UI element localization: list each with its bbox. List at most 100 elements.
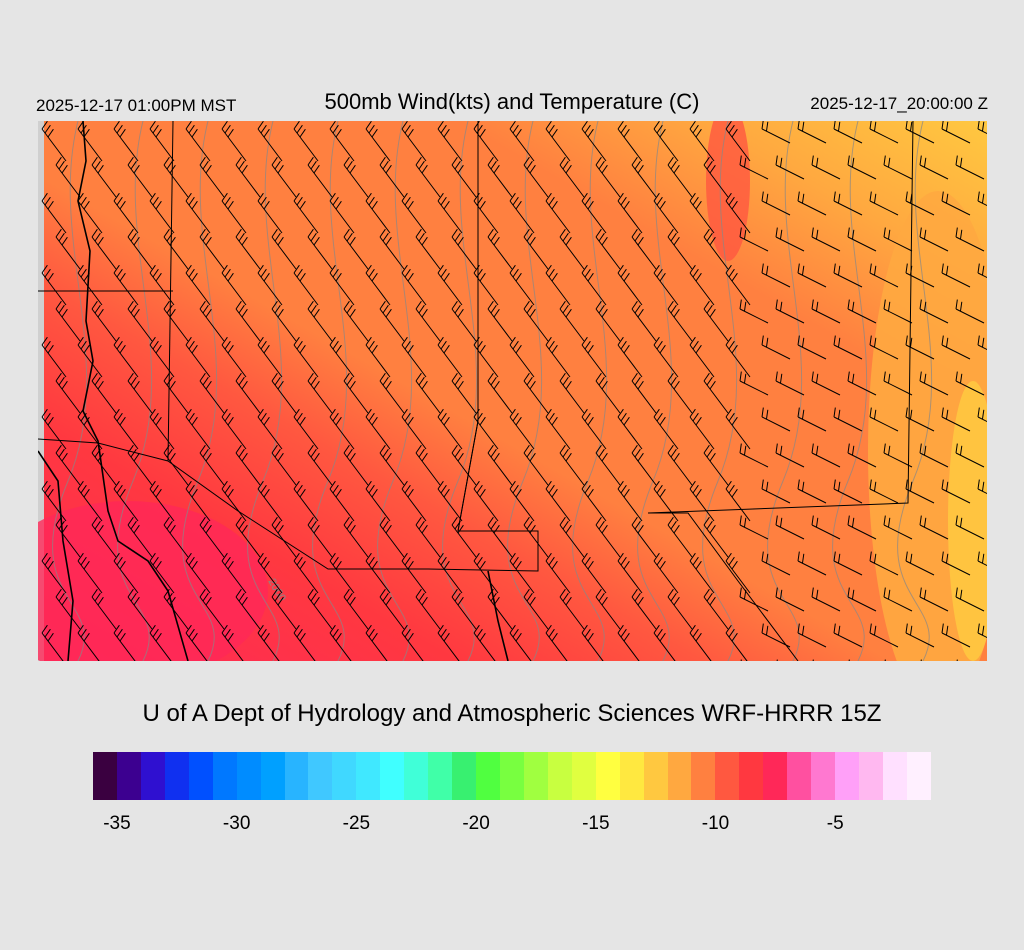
wind-barb xyxy=(235,228,261,270)
wind-barb xyxy=(55,228,81,270)
colorbar-swatch xyxy=(260,752,285,800)
wind-barb xyxy=(91,228,117,270)
wind-barb xyxy=(847,587,877,612)
wind-barb xyxy=(415,588,441,630)
wind-barb xyxy=(415,516,441,558)
wind-barb xyxy=(379,372,405,414)
wind-barb xyxy=(437,624,460,661)
model-credit: U of A Dept of Hydrology and Atmospheric… xyxy=(142,700,882,727)
wind-barb xyxy=(977,335,987,351)
wind-barb xyxy=(545,336,571,378)
wind-barb xyxy=(955,587,985,612)
wind-barb xyxy=(667,228,693,270)
wind-barb xyxy=(365,121,391,162)
colorbar xyxy=(93,752,931,800)
wind-barb xyxy=(473,336,499,378)
wind-barb xyxy=(77,121,103,162)
wind-barb xyxy=(271,228,297,270)
colorbar-swatch xyxy=(164,752,189,800)
wind-barb xyxy=(55,444,81,486)
wind-barb xyxy=(113,552,139,594)
valid-time-local: 2025-12-17 01:00PM MST xyxy=(36,96,237,115)
wind-barb xyxy=(977,263,987,279)
wind-barb xyxy=(41,624,64,661)
wind-barb xyxy=(365,480,391,522)
wind-barb xyxy=(833,263,863,288)
wind-barb xyxy=(725,624,748,661)
wind-barb xyxy=(149,336,175,378)
wind-barb xyxy=(559,228,585,270)
wind-barb xyxy=(379,156,405,198)
wind-barb xyxy=(725,264,751,306)
terrain-contour xyxy=(117,121,153,661)
wind-barb xyxy=(833,191,863,216)
wind-barb xyxy=(235,516,261,558)
wind-barb xyxy=(905,407,935,432)
wind-barb xyxy=(365,192,391,234)
colorbar-swatch xyxy=(835,752,859,800)
border-line xyxy=(647,121,914,514)
wind-barb xyxy=(869,407,899,432)
wind-barb xyxy=(905,623,935,648)
wind-barb xyxy=(581,552,607,594)
wind-barb xyxy=(703,588,729,630)
wind-barb xyxy=(617,480,643,522)
wind-barb xyxy=(221,480,247,522)
wind-barb xyxy=(833,479,863,504)
colorbar-swatch xyxy=(188,752,213,800)
wind-barb xyxy=(379,444,405,486)
colorbar-swatch xyxy=(643,752,668,800)
wind-barb xyxy=(365,552,391,594)
wind-barb xyxy=(365,408,391,450)
wind-barb xyxy=(653,264,679,306)
wind-barb xyxy=(883,155,913,180)
wind-barb xyxy=(41,264,67,306)
wind-barb xyxy=(221,624,244,661)
wind-barb xyxy=(725,408,751,450)
wind-barb xyxy=(235,444,261,486)
wind-barb xyxy=(653,336,679,378)
wind-barb xyxy=(703,228,729,270)
wind-barb xyxy=(293,264,319,306)
wind-barb xyxy=(235,156,261,198)
terrain-contours xyxy=(52,121,933,661)
colorbar-swatch xyxy=(859,752,883,800)
wind-barb xyxy=(955,515,985,540)
wind-barb xyxy=(955,371,985,396)
wind-barb xyxy=(725,480,751,522)
terrain-contour xyxy=(247,121,283,661)
wind-barb xyxy=(595,516,621,558)
wind-barb xyxy=(581,192,607,234)
colorbar-swatch xyxy=(332,752,357,800)
wind-barb xyxy=(703,516,729,558)
wind-barb xyxy=(271,300,297,342)
wind-barb xyxy=(617,336,643,378)
cold-band xyxy=(706,121,750,261)
wind-barb xyxy=(293,192,319,234)
temperature-wind-map: 2000 xyxy=(38,121,987,661)
wind-barb xyxy=(149,480,175,522)
warm-region-far-east xyxy=(948,381,987,661)
wind-barb xyxy=(595,588,621,630)
wind-barb xyxy=(797,191,827,216)
wind-barb xyxy=(163,300,189,342)
wind-barb xyxy=(185,480,211,522)
wind-barb xyxy=(343,444,369,486)
wind-barb xyxy=(379,588,405,630)
wind-barb xyxy=(761,551,791,576)
wind-barb xyxy=(235,372,261,414)
wind-barb xyxy=(185,336,211,378)
wind-barb xyxy=(185,121,211,162)
wind-barb xyxy=(919,443,949,468)
wind-barb xyxy=(163,372,189,414)
wind-barb xyxy=(725,336,751,378)
wind-barb xyxy=(329,552,355,594)
valid-time-utc: 2025-12-17_20:00:00 Z xyxy=(810,94,988,113)
wind-barb xyxy=(811,587,841,612)
terrain-contour xyxy=(377,121,413,661)
terrain-contour xyxy=(442,121,478,661)
wind-barb xyxy=(775,515,805,540)
wind-barb xyxy=(271,156,297,198)
wind-barb xyxy=(127,156,153,198)
wind-barb xyxy=(55,156,81,198)
